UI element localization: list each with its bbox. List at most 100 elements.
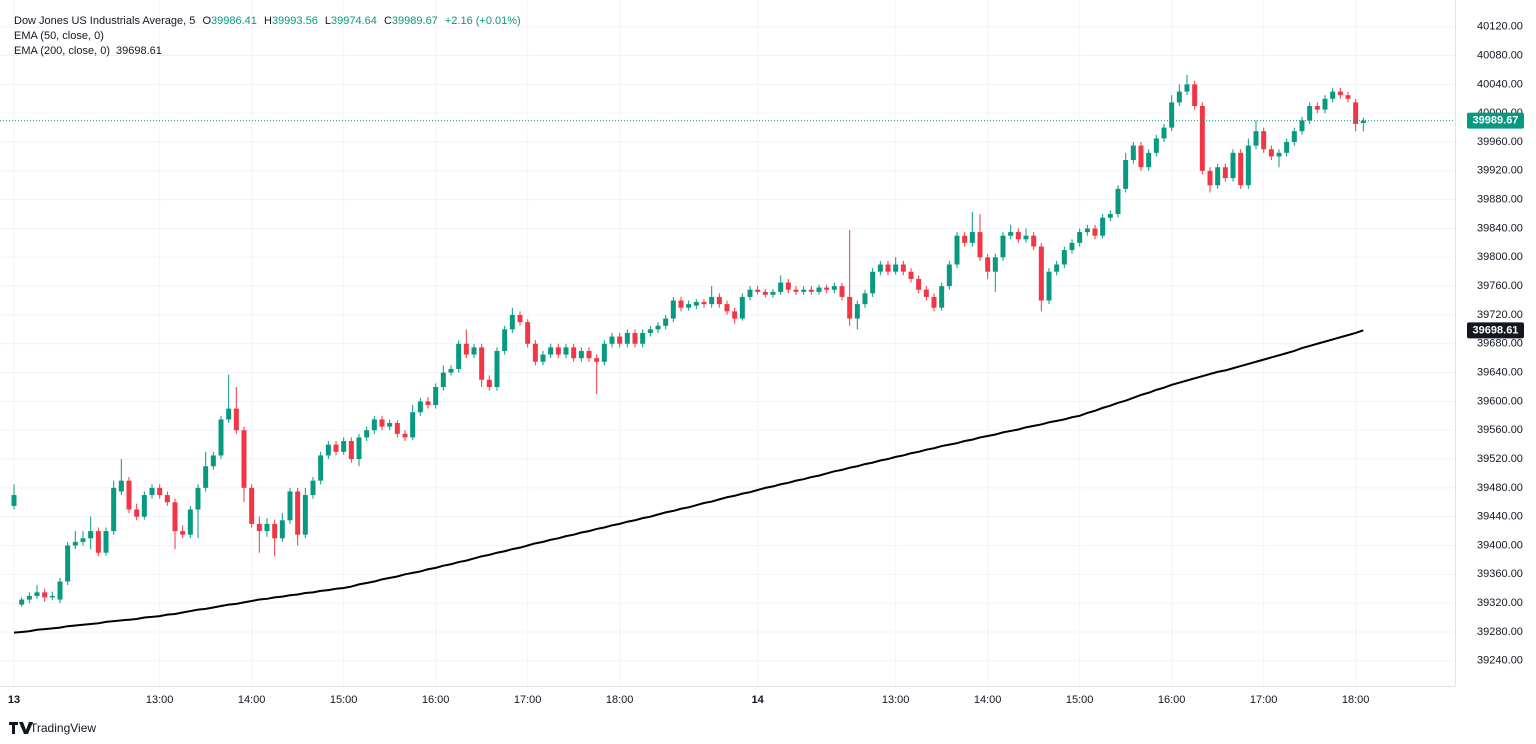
y-tick-label: 39760.00 — [1477, 280, 1523, 292]
ema200-value: 39698.61 — [116, 45, 162, 57]
axes: 39240.00 39280.00 39320.00 39360.00 39400.00… — [8, 21, 1524, 706]
candle-body — [341, 441, 347, 452]
candle-body — [256, 523, 262, 532]
candle-body — [486, 379, 492, 387]
candle-body — [1353, 102, 1359, 125]
candle-body — [1146, 152, 1152, 168]
candle-body — [594, 358, 600, 362]
candle-body — [1337, 91, 1343, 96]
candle-body — [141, 495, 147, 517]
candle-body — [969, 232, 975, 243]
x-tick-label: 14 — [752, 694, 765, 706]
x-tick-label: 16:00 — [1158, 694, 1186, 706]
candle-body — [226, 408, 232, 420]
candle-body — [1314, 105, 1320, 110]
candle-body — [364, 430, 370, 438]
candle-body — [893, 264, 899, 272]
candle-body — [678, 300, 684, 308]
candle-body — [1153, 138, 1159, 153]
candle-body — [693, 301, 699, 306]
y-tick-label: 39680.00 — [1477, 338, 1523, 350]
candle-body — [203, 466, 209, 488]
candle-body — [701, 301, 707, 305]
y-tick-label: 39640.00 — [1477, 366, 1523, 378]
low-value: 39974.64 — [331, 15, 377, 27]
candle-body — [42, 592, 48, 598]
candle-body — [793, 289, 799, 292]
x-tick-label: 18:00 — [606, 694, 634, 706]
ema200-name: EMA (200, close, 0) — [14, 45, 110, 57]
y-tick-label: 39280.00 — [1477, 626, 1523, 638]
plot — [0, 75, 1455, 634]
candle-body — [785, 282, 791, 290]
candle-body — [632, 332, 638, 344]
candle-body — [118, 480, 124, 492]
candle-body — [371, 419, 377, 431]
candle-body — [946, 264, 952, 287]
candle-body — [1276, 152, 1282, 157]
candle-body — [916, 278, 922, 290]
candle-body — [885, 264, 891, 272]
candle-body — [739, 296, 745, 319]
symbol: Dow Jones US Industrials Average, 5 — [14, 15, 195, 27]
candle-body — [448, 368, 454, 373]
candle-body — [609, 336, 615, 344]
candle-body — [831, 286, 837, 290]
candle-body — [663, 318, 669, 326]
candle-body — [410, 412, 416, 438]
candle-body — [241, 430, 247, 488]
y-tick-label: 39840.00 — [1477, 222, 1523, 234]
y-tick-label: 40120.00 — [1477, 21, 1523, 33]
candle-body — [1261, 131, 1267, 150]
candle-body — [1008, 232, 1014, 236]
last-price-label: 39989.67 — [1473, 115, 1519, 127]
candle-body — [1192, 84, 1198, 106]
candle-body — [1031, 235, 1037, 247]
candle-body — [1230, 152, 1236, 179]
candle-body — [1061, 250, 1067, 265]
candle-body — [1000, 235, 1006, 258]
candle-body — [111, 487, 117, 532]
candle-body — [26, 595, 32, 600]
candle-body — [670, 300, 676, 319]
x-tick-label: 14:00 — [238, 694, 266, 706]
candle-body — [555, 347, 561, 355]
candle-body — [103, 531, 109, 553]
candle-body — [180, 531, 186, 535]
candle-body — [1115, 188, 1121, 215]
candle-body — [1284, 142, 1290, 153]
candle-body — [1199, 105, 1205, 171]
candle-body — [187, 509, 193, 535]
candle-body — [824, 287, 830, 290]
y-tick-label: 39880.00 — [1477, 194, 1523, 206]
candle-body — [586, 350, 592, 359]
candle-body — [1054, 264, 1060, 272]
candle-body — [310, 480, 316, 496]
candle-body — [617, 336, 623, 344]
open-label: O — [202, 15, 211, 27]
ema-price-label: 39698.61 — [1473, 324, 1519, 336]
candle-body — [578, 350, 584, 359]
x-tick-label: 16:00 — [422, 694, 450, 706]
y-tick-label: 39520.00 — [1477, 453, 1523, 465]
candle-body — [1184, 84, 1190, 92]
x-tick-label: 15:00 — [1066, 694, 1094, 706]
candle-body — [525, 322, 531, 344]
y-tick-label: 39480.00 — [1477, 482, 1523, 494]
candle-body — [318, 455, 324, 481]
candle-body — [1207, 170, 1213, 186]
y-tick-label: 39400.00 — [1477, 539, 1523, 551]
high-label: H — [264, 15, 272, 27]
candle-body — [571, 347, 577, 359]
high-value: 39993.56 — [272, 15, 318, 27]
y-tick-label: 39360.00 — [1477, 568, 1523, 580]
x-tick-label: 14:00 — [974, 694, 1002, 706]
ema200-legend: EMA (200, close, 0) 39698.61 — [14, 45, 162, 57]
candle-body — [877, 264, 883, 272]
candle-body — [325, 444, 331, 456]
candle-body — [509, 314, 515, 330]
candle-body — [264, 523, 270, 532]
candle-body — [1330, 91, 1336, 99]
candle-body — [149, 487, 155, 496]
